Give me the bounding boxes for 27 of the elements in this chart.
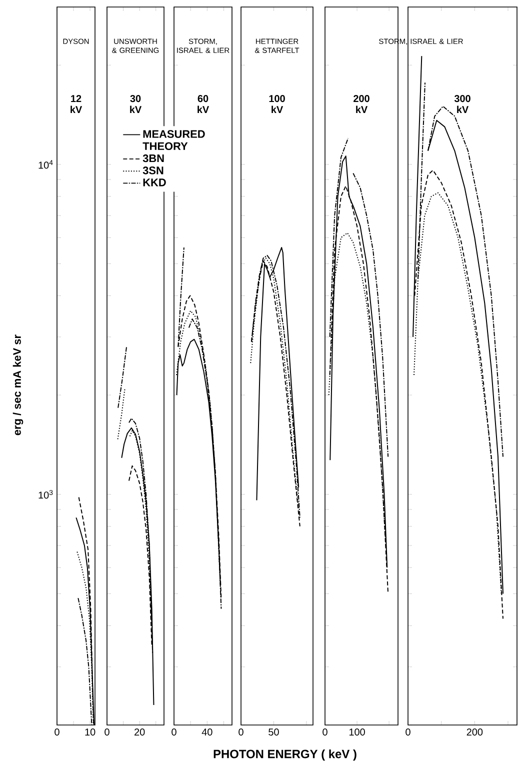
x-tick-label: 10 [85,728,96,736]
y-tick-label: 10$^{4}$ [38,160,53,169]
x-axis-title: PHOTON ENERGY ( keV ) [214,749,356,761]
x-tick-label: 0 [238,728,244,736]
legend-label: 3BN [142,154,164,162]
x-tick-label: 40 [202,728,212,736]
x-tick-label: 200 [466,728,483,736]
x-tick-label: 50 [268,728,279,736]
text: 30 kV [130,95,142,113]
legend-label: KKD [143,178,166,186]
x-tick-label: 100 [349,728,365,736]
y-tick-label: 10$^{3}$ [38,490,53,499]
text: 60 kV [198,95,210,113]
text: 100 kV [269,95,285,113]
x-tick-label: 0 [104,728,110,736]
legend-title: THEORY [142,142,188,150]
text: 200 kV [354,95,370,113]
y-axis-title: erg / sec mA keV sr [12,334,24,436]
legend-label: MEASURED [143,130,205,138]
x-tick-label: 0 [172,728,176,736]
text: 300 kV [454,95,470,113]
text: 12 kV [70,95,82,113]
x-tick-label: 0 [406,728,410,736]
x-tick-label: 0 [322,728,328,736]
x-tick-label: 20 [134,728,145,736]
legend-label: 3SN [142,166,164,174]
x-tick-label: 0 [54,728,60,736]
